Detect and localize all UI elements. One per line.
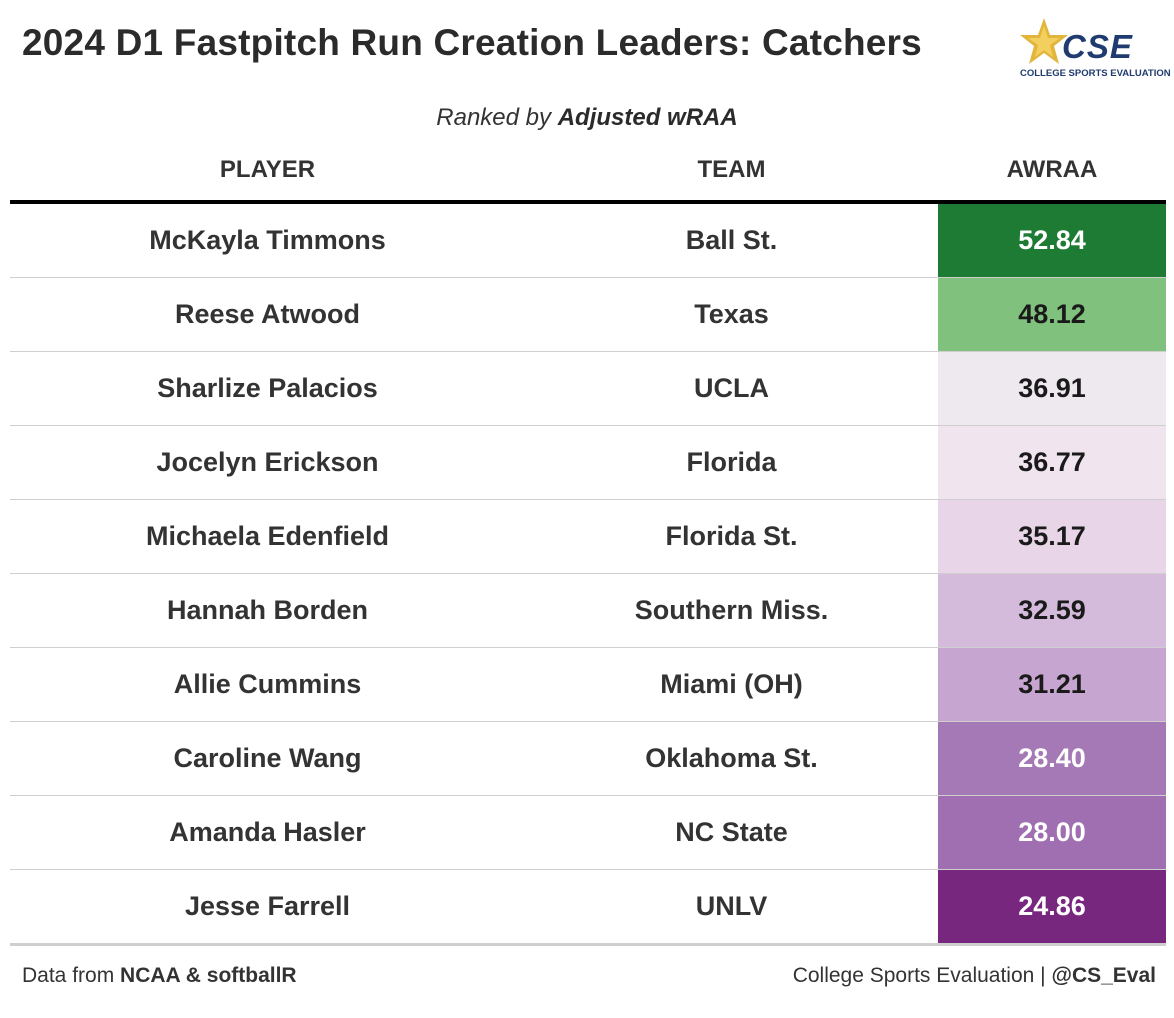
logo-mark: CSE	[1062, 28, 1133, 65]
logo-subtext: COLLEGE SPORTS EVALUATION	[1020, 68, 1171, 79]
player-cell: Hannah Borden	[10, 573, 525, 648]
table-row: Hannah Borden Southern Miss. 32.59	[10, 573, 1166, 648]
team-cell: Oklahoma St.	[525, 721, 938, 796]
footer-source: Data from NCAA & softballR	[22, 964, 297, 988]
table-body: McKayla Timmons Ball St. 52.84 Reese Atwood…	[10, 204, 1166, 946]
table-row: Amanda Hasler NC State 28.00	[10, 795, 1166, 870]
awraa-value-cell: 48.12	[938, 277, 1166, 352]
awraa-value-cell: 36.77	[938, 425, 1166, 500]
table-row: Caroline Wang Oklahoma St. 28.40	[10, 721, 1166, 796]
awraa-value-cell: 35.17	[938, 499, 1166, 574]
leaders-table: McKayla Timmons Ball St. 52.84 Reese Atwood…	[10, 204, 1166, 946]
awraa-value-cell: 28.00	[938, 795, 1166, 870]
chart-title: 2024 D1 Fastpitch Run Creation Leaders: …	[22, 22, 922, 63]
team-cell: UCLA	[525, 351, 938, 426]
subtitle-metric: Adjusted wRAA	[557, 104, 738, 131]
column-header-team: TEAM	[697, 156, 766, 183]
table-row: Michaela Edenfield Florida St. 35.17	[10, 499, 1166, 574]
footer-credit: College Sports Evaluation | @CS_Eval	[793, 964, 1156, 988]
player-cell: Allie Cummins	[10, 647, 525, 722]
team-cell: UNLV	[525, 869, 938, 946]
column-header-value: AWRAA	[1006, 156, 1098, 183]
table-row: Reese Atwood Texas 48.12	[10, 277, 1166, 352]
table-row: McKayla Timmons Ball St. 52.84	[10, 204, 1166, 278]
subtitle-prefix: Ranked by	[436, 104, 552, 131]
player-cell: McKayla Timmons	[10, 204, 525, 278]
player-cell: Amanda Hasler	[10, 795, 525, 870]
player-cell: Reese Atwood	[10, 277, 525, 352]
table-row: Allie Cummins Miami (OH) 31.21	[10, 647, 1166, 722]
header-rule	[10, 200, 1166, 204]
team-cell: Florida St.	[525, 499, 938, 574]
awraa-value-cell: 32.59	[938, 573, 1166, 648]
footer-credit-prefix: College Sports Evaluation |	[792, 964, 1046, 987]
team-cell: Southern Miss.	[525, 573, 938, 648]
awraa-value-cell: 36.91	[938, 351, 1166, 426]
chart-subtitle: Ranked by Adjusted wRAA	[0, 104, 1174, 132]
awraa-value-cell: 52.84	[938, 204, 1166, 278]
team-cell: Ball St.	[525, 204, 938, 278]
team-cell: Miami (OH)	[525, 647, 938, 722]
footer-source-prefix: Data from	[22, 964, 115, 987]
team-cell: NC State	[525, 795, 938, 870]
awraa-value-cell: 28.40	[938, 721, 1166, 796]
cse-logo: CSE COLLEGE SPORTS EVALUATION	[1018, 18, 1171, 80]
table-row: Sharlize Palacios UCLA 36.91	[10, 351, 1166, 426]
player-cell: Caroline Wang	[10, 721, 525, 796]
player-cell: Michaela Edenfield	[10, 499, 525, 574]
footer-source-name: NCAA & softballR	[120, 964, 297, 987]
column-header-player: PLAYER	[219, 156, 316, 183]
table-row: Jesse Farrell UNLV 24.86	[10, 869, 1166, 946]
team-cell: Florida	[525, 425, 938, 500]
player-cell: Jocelyn Erickson	[10, 425, 525, 500]
awraa-value-cell: 24.86	[938, 869, 1166, 946]
table-row: Jocelyn Erickson Florida 36.77	[10, 425, 1166, 500]
footer-handle: @CS_Eval	[1051, 964, 1156, 987]
team-cell: Texas	[525, 277, 938, 352]
star-icon	[1020, 18, 1068, 64]
player-cell: Jesse Farrell	[10, 869, 525, 946]
awraa-value-cell: 31.21	[938, 647, 1166, 722]
player-cell: Sharlize Palacios	[10, 351, 525, 426]
